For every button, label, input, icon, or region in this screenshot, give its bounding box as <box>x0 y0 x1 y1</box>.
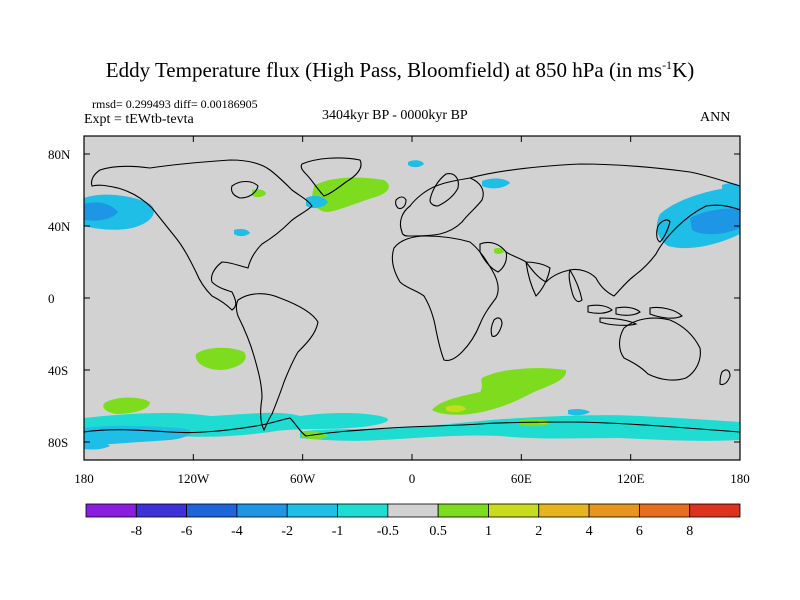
colorbar-label: 0.5 <box>429 524 447 539</box>
colorbar-label: -4 <box>231 524 243 539</box>
colorbar-swatch <box>85 503 137 518</box>
colorbar-label: 6 <box>636 524 643 539</box>
experiment-label: Expt = tEWtb-tevta <box>84 112 194 127</box>
negative-anomaly-patch <box>300 415 740 441</box>
map-background <box>84 136 740 460</box>
hudson-bay-coast <box>230 180 259 199</box>
negative-anomaly-patch <box>84 202 118 221</box>
positive-anomaly-patch <box>103 397 150 414</box>
negative-anomaly-patch <box>234 229 250 237</box>
season-label: ANN <box>700 110 731 125</box>
longitude-label: 120W <box>177 471 210 486</box>
indonesia-coast <box>587 304 641 326</box>
colorbar-swatch <box>437 503 489 518</box>
north-america-coast <box>90 159 313 311</box>
period-label: 3404kyr BP - 0000kyr BP <box>322 108 468 123</box>
latitude-label: 80N <box>48 147 71 162</box>
colorbar-swatch <box>538 503 590 518</box>
colorbar: -8 -6 -4 -2 -1 -0.5 0.5 1 2 4 6 8 <box>85 503 741 539</box>
madagascar-coast <box>490 317 503 337</box>
longitude-label: 60E <box>511 471 532 486</box>
colorbar-swatch <box>588 503 640 518</box>
negative-anomaly-patch <box>690 208 740 235</box>
colorbar-swatch <box>689 503 741 518</box>
europe-coast <box>399 177 484 237</box>
map-area <box>84 136 740 460</box>
longitude-label: 0 <box>409 471 416 486</box>
colorbar-label: 8 <box>686 524 693 539</box>
longitude-label: 120E <box>617 471 645 486</box>
colorbar-label: -8 <box>130 524 142 539</box>
negative-anomaly-patch <box>722 183 740 192</box>
latitude-label: 40N <box>48 219 71 234</box>
positive-anomaly-patch <box>432 368 567 415</box>
latitude-label: 0 <box>48 291 55 306</box>
negative-anomaly-patch <box>482 178 510 189</box>
longitude-label: 60W <box>290 471 316 486</box>
colorbar-label: -0.5 <box>377 524 399 539</box>
colorbar-swatch <box>488 503 540 518</box>
japan-coast <box>656 219 671 243</box>
africa-coast <box>391 235 499 362</box>
colorbar-label: -6 <box>181 524 193 539</box>
longitude-labels: 180 120W 60W 0 60E 120E 180 <box>74 471 750 486</box>
australia-coast <box>618 317 701 381</box>
anomaly-fields <box>84 160 740 450</box>
longitude-label: 180 <box>74 471 94 486</box>
india-coast <box>525 261 551 297</box>
colorbar-swatch <box>135 503 188 518</box>
colorbar-swatch <box>638 503 691 518</box>
positive-anomaly-patch <box>312 177 389 212</box>
colorbar-label: -2 <box>281 524 293 539</box>
latitude-label: 40S <box>48 363 68 378</box>
negative-anomaly-patch <box>408 160 424 168</box>
negative-anomaly-patch <box>84 425 191 446</box>
british-isles-coast <box>395 196 407 210</box>
axis-ticks <box>83 136 741 460</box>
greenland-coast <box>300 157 362 197</box>
southeast-asia-coast <box>568 268 583 303</box>
colorbar-label: 1 <box>485 524 492 539</box>
new-guinea-coast <box>649 306 683 319</box>
colorbar-label: 2 <box>535 524 542 539</box>
positive-anomaly-patch <box>195 347 246 370</box>
colorbar-swatch <box>236 503 288 518</box>
south-america-coast <box>235 293 319 432</box>
positive-anomaly-patch <box>446 405 466 413</box>
scandinavia-coast <box>429 173 459 207</box>
coastlines <box>84 157 740 437</box>
negative-anomaly-patch <box>568 408 590 416</box>
latitude-label: 80S <box>48 435 68 450</box>
arabia-coast <box>479 241 508 273</box>
new-zealand-coast <box>719 369 731 386</box>
colorbar-swatch <box>337 503 389 518</box>
rmsd-diff-label: rmsd= 0.299493 diff= 0.00186905 <box>92 97 258 111</box>
longitude-label: 180 <box>730 471 750 486</box>
latitude-labels: 80N 40N 0 40S 80S <box>48 147 71 450</box>
antarctica-coast <box>84 417 740 437</box>
plot-title: Eddy Temperature flux (High Pass, Bloomf… <box>105 58 695 82</box>
colorbar-swatch <box>387 503 439 518</box>
colorbar-label: 4 <box>586 524 593 539</box>
negative-anomaly-patch <box>84 442 110 450</box>
positive-anomaly-patch <box>494 248 504 254</box>
colorbar-swatch <box>186 503 238 518</box>
asia-coast <box>469 163 740 297</box>
colorbar-label: -1 <box>332 524 344 539</box>
colorbar-swatch <box>286 503 338 518</box>
